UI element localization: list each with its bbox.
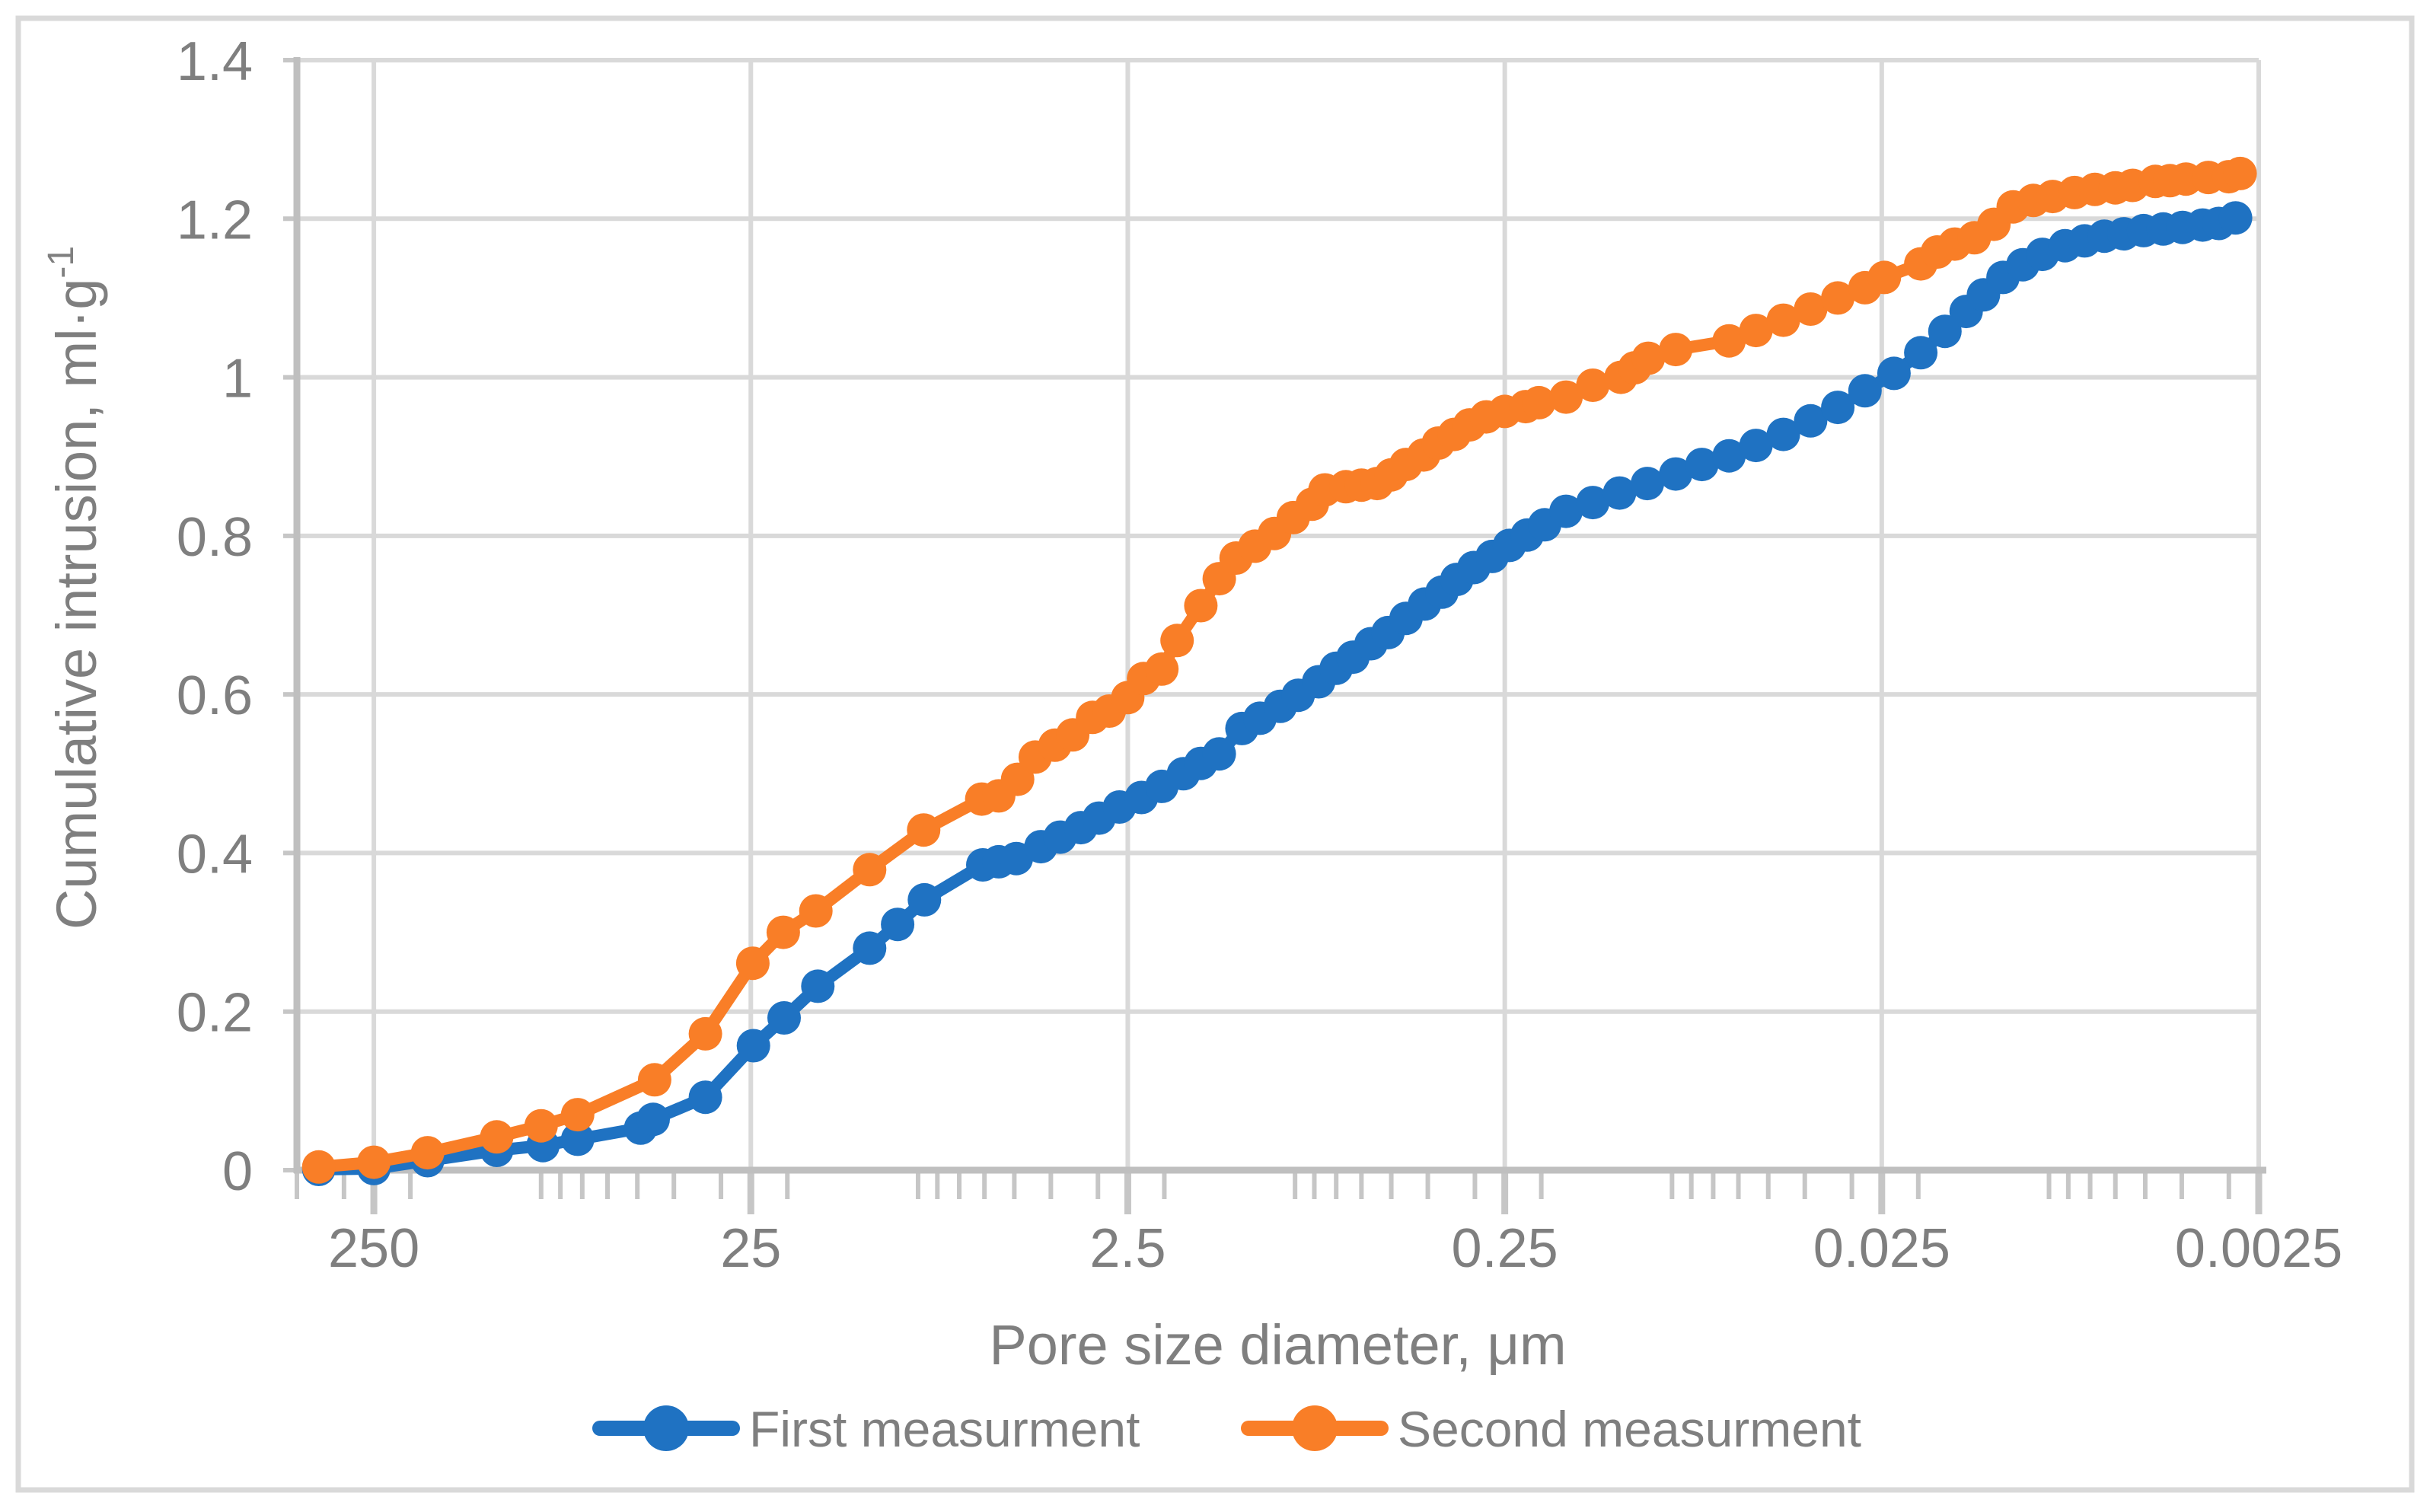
series-marker-first [1821, 391, 1855, 425]
figure-border [15, 15, 2415, 1493]
series-marker-first [1904, 336, 1938, 370]
series-marker-second [637, 1063, 671, 1097]
series-marker-second [524, 1108, 558, 1143]
legend-marker-first [643, 1405, 689, 1451]
series-marker-first [881, 908, 915, 942]
x-tick-label-25: 25 [720, 1218, 781, 1279]
series-marker-second [1739, 314, 1773, 348]
series-marker-first [1928, 314, 1962, 349]
y-tick-label-0: 0 [222, 1141, 253, 1202]
series-marker-first [1659, 457, 1693, 491]
series-marker-second [1794, 292, 1828, 326]
series-marker-first [1631, 467, 1664, 501]
series-marker-second [1659, 333, 1693, 367]
x-tick-label-250: 250 [328, 1218, 419, 1279]
series-marker-first [1602, 476, 1637, 510]
series-marker-second [1821, 281, 1855, 315]
series-marker-second [766, 915, 800, 949]
series-marker-first [1685, 448, 1719, 482]
series-marker-first [767, 1001, 801, 1035]
x-tick-label-0.0025: 0.0025 [2175, 1218, 2342, 1279]
series-marker-first [1549, 494, 1583, 528]
series-marker-second [1766, 303, 1800, 337]
series-marker-first [736, 1029, 770, 1063]
series-marker-first [2218, 201, 2253, 235]
x-axis-title: Pore size diameter, μm [989, 1313, 1566, 1376]
y-tick-label-1.4: 1.4 [177, 31, 253, 92]
x-tick-label-2.5: 2.5 [1089, 1218, 1166, 1279]
series-marker-first [801, 969, 835, 1003]
y-tick-label-1: 1 [222, 349, 253, 410]
legend-label-first: First measurment [749, 1401, 1140, 1457]
y-tick-label-0.4: 0.4 [177, 824, 253, 885]
series-marker-second [735, 946, 770, 981]
series-marker-first [1848, 374, 1882, 408]
series-marker-second [1184, 589, 1218, 623]
series-marker-first [853, 931, 887, 965]
x-tick-label-0.25: 0.25 [1452, 1218, 1558, 1279]
y-axis-title: Cumulative intrusion, ml·g-1 [41, 246, 108, 930]
series-marker-first [1877, 356, 1911, 391]
series-marker-first [907, 882, 942, 917]
series-marker-first [1712, 439, 1746, 473]
series-marker-first [1794, 404, 1828, 438]
series-marker-second [688, 1016, 722, 1051]
series-marker-second [1867, 260, 1902, 295]
y-tick-label-0.6: 0.6 [177, 665, 253, 726]
legend-label-second: Second measurment [1398, 1401, 1861, 1457]
series-marker-second [357, 1145, 391, 1179]
series-marker-first [1766, 417, 1800, 451]
series-marker-second [301, 1150, 336, 1184]
series-marker-first [560, 1122, 595, 1156]
series-marker-first [1202, 737, 1236, 771]
legend-marker-second [1292, 1405, 1338, 1451]
series-marker-second [1712, 324, 1746, 358]
series-marker-second [410, 1136, 445, 1170]
x-tick-label-0.025: 0.025 [1813, 1218, 1950, 1279]
series-marker-first [1739, 429, 1773, 463]
series-marker-second [1160, 624, 1194, 658]
series-marker-second [480, 1120, 514, 1154]
series-marker-second [1549, 380, 1583, 414]
series-marker-first [1576, 486, 1610, 520]
series-marker-second [1522, 385, 1556, 419]
series-marker-second [799, 894, 833, 928]
series-marker-first [636, 1102, 670, 1137]
series-marker-first [688, 1080, 722, 1115]
y-tick-label-0.8: 0.8 [177, 507, 253, 568]
series-marker-second [560, 1098, 595, 1132]
series-marker-second [1576, 368, 1610, 402]
series-marker-second [1145, 652, 1179, 686]
series-marker-second [907, 813, 941, 847]
series-marker-second [1631, 341, 1666, 375]
series-marker-second [2223, 156, 2257, 190]
y-tick-label-1.2: 1.2 [177, 190, 253, 250]
series-marker-second [853, 853, 887, 887]
y-tick-label-0.2: 0.2 [177, 983, 253, 1044]
